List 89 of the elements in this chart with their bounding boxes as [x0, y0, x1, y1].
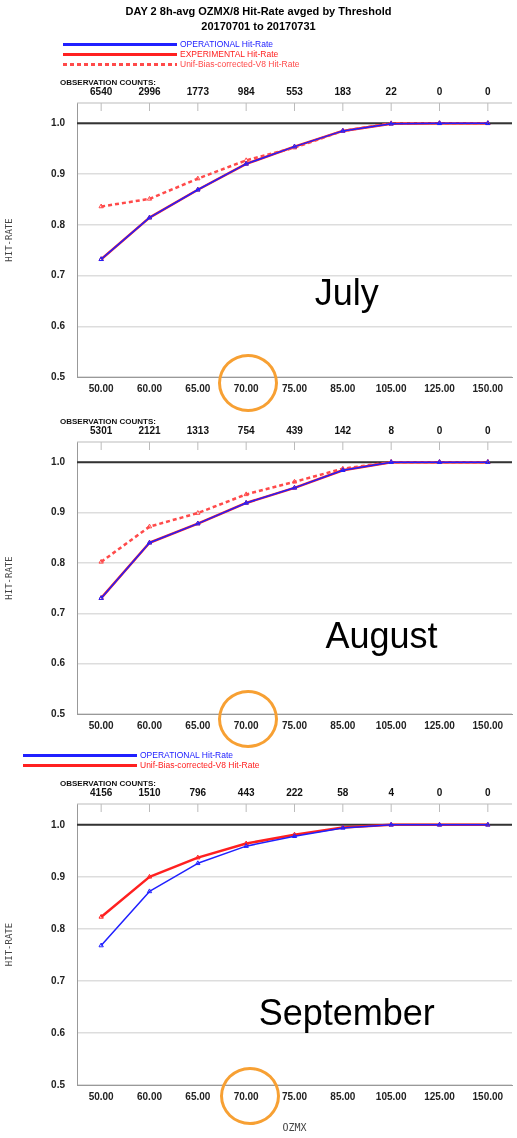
annotation: 5301: [90, 424, 113, 436]
text: OBSERVATION COUNTS:: [60, 779, 157, 789]
x-axis-title: OZMX: [282, 1121, 307, 1133]
x-tick-label: 60.00: [136, 382, 163, 394]
annotation: September: [258, 991, 435, 1033]
annotation: 0: [485, 85, 492, 97]
y-tick-label: 0.6: [51, 1026, 66, 1038]
y-axis-title: HIT-RATE: [3, 218, 14, 262]
y-tick-label: 1.0: [51, 818, 66, 830]
annotation: 0: [436, 786, 443, 798]
x-tick-label: 125.00: [424, 719, 456, 731]
annotation: 8: [388, 424, 395, 436]
annotation: 553: [286, 85, 304, 97]
y-tick-label: 0.8: [51, 218, 66, 230]
x-tick-label: 70.00: [233, 1090, 260, 1102]
x-tick-label: 85.00: [330, 382, 356, 394]
x-tick-label: 105.00: [375, 382, 407, 394]
y-tick-label: 0.7: [51, 974, 66, 986]
x-tick-label: 65.00: [185, 382, 211, 394]
x-tick-label: 50.00: [88, 382, 115, 394]
y-axis-title: HIT-RATE: [3, 922, 14, 967]
x-tick-label: 70.00: [233, 719, 260, 731]
y-tick-label: 0.6: [51, 657, 66, 669]
y-tick-label: 0.7: [51, 607, 66, 619]
y-tick-label: 1.0: [51, 455, 66, 467]
x-tick-label: 150.00: [472, 382, 504, 394]
text: OBSERVATION COUNTS:: [60, 417, 157, 427]
x-tick-label: 105.00: [375, 1090, 407, 1102]
x-tick-label: 60.00: [136, 719, 163, 731]
x-tick-label: 50.00: [88, 719, 115, 731]
x-tick-label: 150.00: [472, 1090, 504, 1102]
text: Unif-Bias-corrected-V8 Hit-Rate: [180, 59, 300, 69]
x-tick-label: 70.00: [233, 382, 260, 394]
y-tick-label: 0.5: [51, 1078, 66, 1090]
chart-subtitle: 20170701 to 20170731: [200, 20, 317, 32]
text: Unif-Bias-corrected-V8 Hit-Rate: [140, 760, 260, 770]
annotation: 222: [286, 786, 304, 798]
annotation: 439: [286, 424, 304, 436]
text: OPERATIONAL Hit-Rate: [140, 750, 234, 760]
annotation: 1313: [186, 424, 210, 436]
annotation: 796: [189, 786, 207, 798]
x-tick-label: 75.00: [281, 1090, 308, 1102]
x-tick-label: 75.00: [281, 382, 308, 394]
x-tick-label: 125.00: [424, 1090, 456, 1102]
y-tick-label: 0.9: [51, 506, 66, 518]
x-tick-label: 75.00: [281, 719, 308, 731]
y-tick-label: 1.0: [51, 117, 66, 129]
annotation: 2121: [138, 424, 162, 436]
text: EXPERIMENTAL Hit-Rate: [180, 49, 279, 59]
y-tick-label: 0.8: [51, 556, 66, 568]
x-tick-label: 65.00: [185, 1090, 211, 1102]
annotation: 0: [485, 786, 492, 798]
annotation: 0: [485, 424, 492, 436]
y-tick-label: 0.7: [51, 269, 66, 281]
x-tick-label: 65.00: [185, 719, 211, 731]
y-tick-label: 0.5: [51, 707, 66, 719]
annotation: 142: [334, 424, 352, 436]
chart-title: DAY 2 8h-avg OZMX/8 Hit-Rate avged by Threshold: [124, 5, 393, 17]
text: OBSERVATION COUNTS:: [60, 78, 157, 88]
annotation: 1773: [186, 85, 210, 97]
x-tick-label: 85.00: [330, 1090, 356, 1102]
x-tick-label: 105.00: [375, 719, 407, 731]
annotation: 984: [237, 85, 255, 97]
annotation: 4: [388, 786, 395, 798]
y-tick-label: 0.6: [51, 320, 66, 332]
annotation: 183: [334, 85, 352, 97]
annotation: 4156: [90, 786, 113, 798]
annotation: 1510: [138, 786, 162, 798]
x-tick-label: 150.00: [472, 719, 504, 731]
annotation: July: [314, 271, 379, 313]
annotation: 0: [436, 424, 443, 436]
x-tick-label: 60.00: [136, 1090, 163, 1102]
y-tick-label: 0.9: [51, 167, 66, 179]
x-tick-label: 125.00: [424, 382, 456, 394]
annotation: 443: [237, 786, 255, 798]
x-tick-label: 50.00: [88, 1090, 115, 1102]
annotation: 0: [436, 85, 443, 97]
annotation: 2996: [138, 85, 162, 97]
annotation: 22: [385, 85, 398, 97]
x-tick-label: 85.00: [330, 719, 356, 731]
text: OPERATIONAL Hit-Rate: [180, 39, 274, 49]
y-axis-title: HIT-RATE: [3, 556, 14, 600]
y-tick-label: 0.5: [51, 370, 66, 382]
y-tick-label: 0.9: [51, 870, 66, 882]
annotation: 754: [237, 424, 255, 436]
annotation: 58: [337, 786, 349, 798]
annotation: 6540: [90, 85, 113, 97]
y-tick-label: 0.8: [51, 922, 66, 934]
annotation: August: [325, 614, 438, 656]
